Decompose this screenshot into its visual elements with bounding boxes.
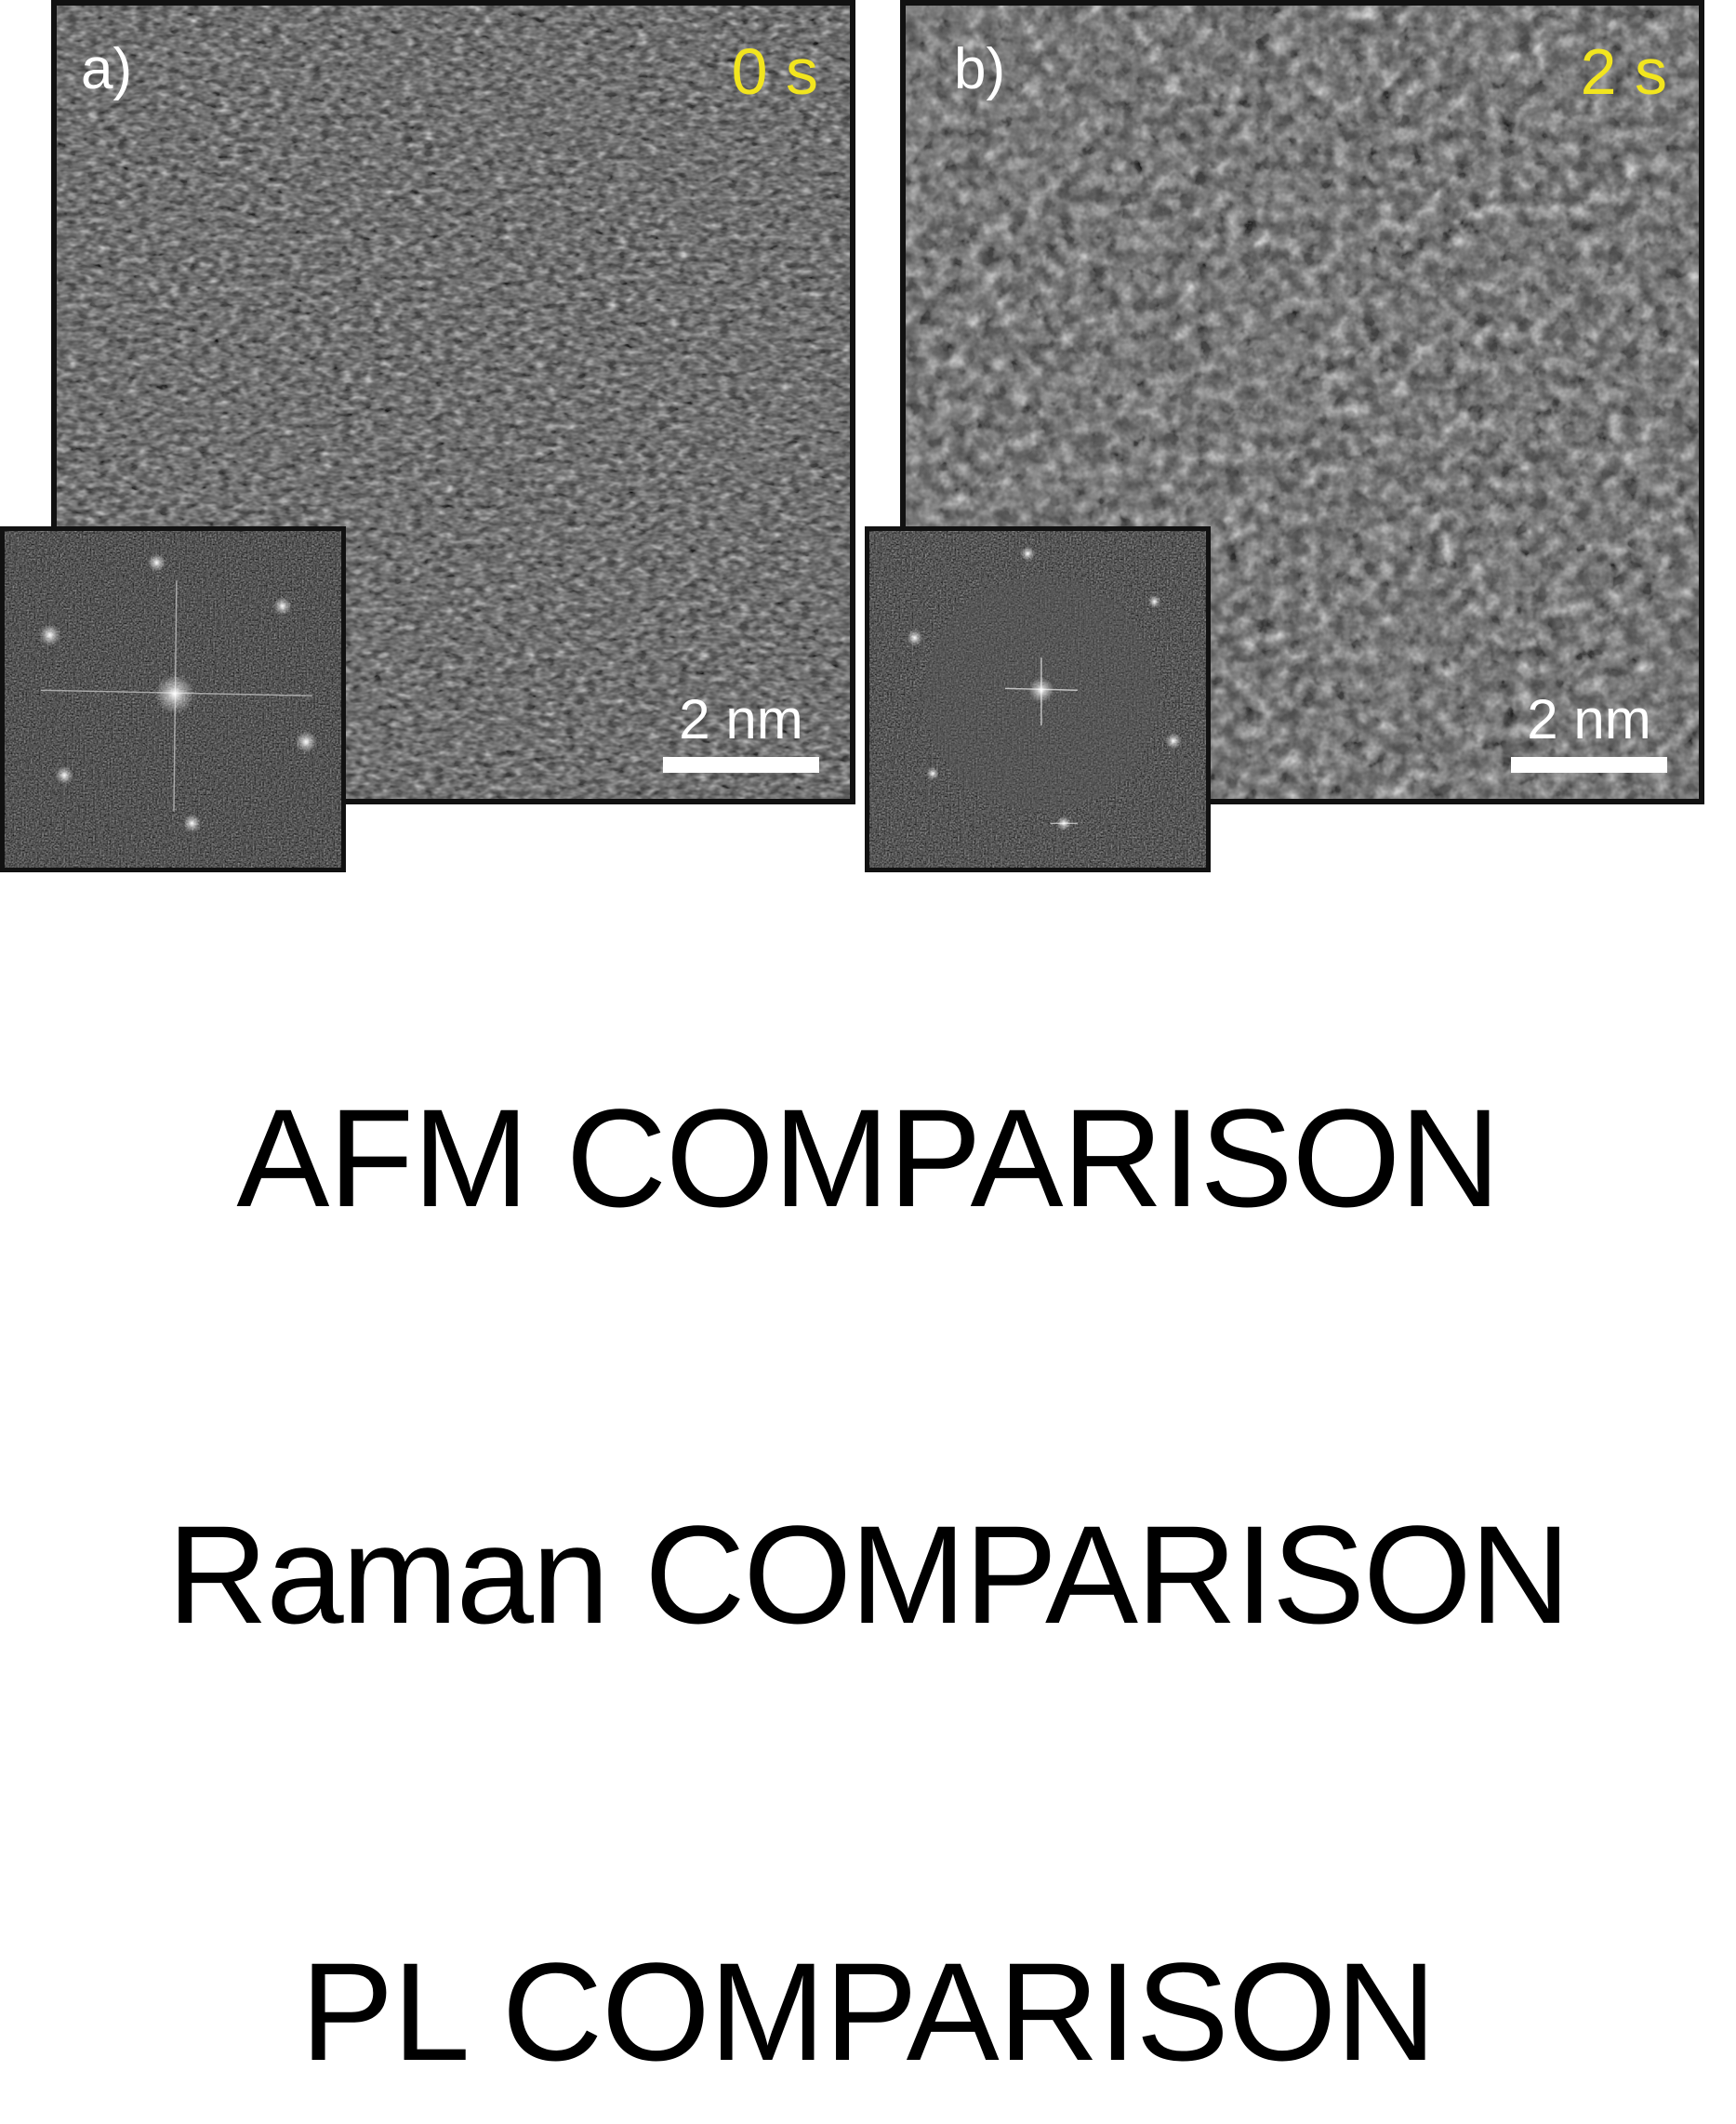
panel-label-a: a): [81, 37, 133, 101]
fft-pattern-b: [869, 531, 1206, 868]
heading-afm: AFM COMPARISON: [236, 1080, 1500, 1236]
fft-inset-b: [865, 526, 1211, 872]
scale-line-a: [663, 757, 819, 773]
panel-label-b: b): [954, 37, 1006, 101]
fft-inset-a: [0, 526, 346, 872]
time-label-a: 0 s: [731, 35, 818, 108]
heading-raman: Raman COMPARISON: [166, 1496, 1570, 1653]
scale-line-b: [1511, 757, 1667, 773]
scale-text-b: 2 nm: [1527, 688, 1651, 750]
time-label-b: 2 s: [1580, 35, 1667, 108]
scale-bar-a: 2 nm: [663, 692, 819, 773]
scale-bar-b: 2 nm: [1511, 692, 1667, 773]
tem-image-panel-b: b) 2 s 2 nm: [900, 0, 1704, 804]
fft-pattern-a: [5, 531, 341, 868]
heading-pl: PL COMPARISON: [300, 1933, 1437, 2090]
scale-text-a: 2 nm: [679, 688, 803, 750]
